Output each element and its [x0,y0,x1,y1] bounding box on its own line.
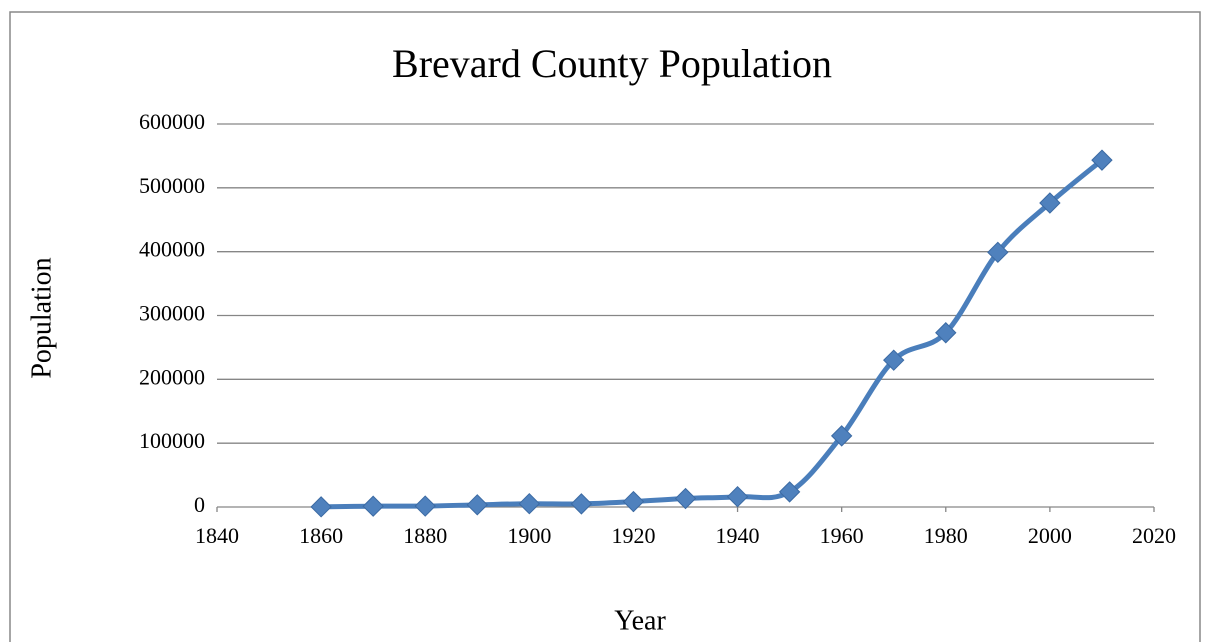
data-point [466,494,488,516]
y-tick-label: 0 [194,492,205,517]
chart-title: Brevard County Population [392,41,832,86]
data-point [518,492,541,515]
x-tick-label: 1900 [507,523,551,548]
data-point [726,485,749,508]
data-point [830,425,853,447]
x-tick-label: 1880 [403,523,447,548]
data-point [987,241,1009,264]
data-point [1091,149,1113,171]
x-tick-label: 1960 [820,523,864,548]
y-tick-label: 500000 [139,173,205,198]
data-point [570,493,593,515]
x-axis-label: Year [614,605,666,636]
y-tick-label: 600000 [139,109,205,134]
data-point [1039,192,1061,214]
y-axis-label: Population [26,257,57,378]
x-tick-label: 1940 [716,523,760,548]
data-point [935,322,957,344]
y-tick-label: 200000 [139,364,205,389]
data-point [622,490,645,513]
x-tick-label: 2000 [1028,523,1072,548]
y-tick-label: 100000 [139,428,205,453]
data-point [362,495,384,517]
data-point [310,496,332,518]
x-tick-label: 1840 [195,523,239,548]
data-point [883,349,905,371]
x-tick-label: 1980 [924,523,968,548]
x-tick-label: 2020 [1132,523,1176,548]
y-tick-label: 400000 [139,237,205,262]
y-tick-label: 300000 [139,301,205,326]
data-point [674,487,697,510]
data-point [414,495,436,517]
data-point [778,481,801,503]
x-tick-label: 1860 [299,523,343,548]
x-tick-label: 1920 [611,523,655,548]
chart-frame [9,11,1201,642]
